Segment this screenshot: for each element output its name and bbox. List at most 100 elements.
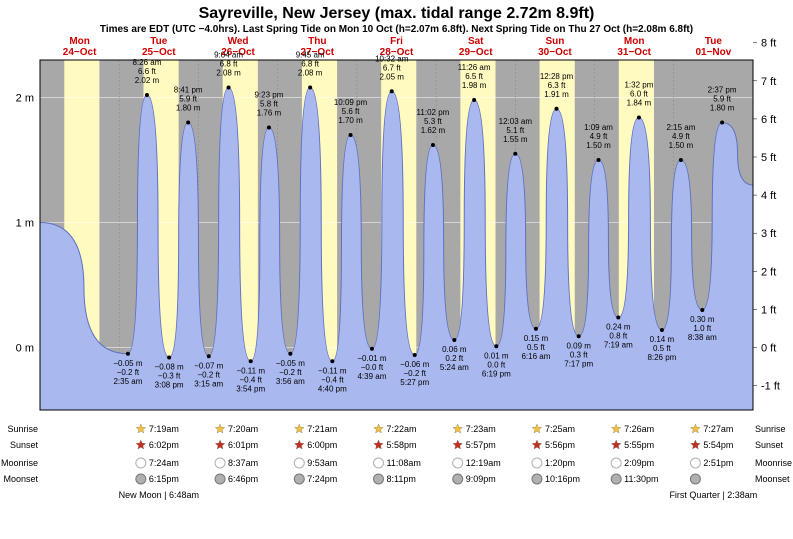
- high-tide-label: 5.9 ft: [713, 95, 732, 104]
- day-date: 31−Oct: [617, 47, 651, 58]
- high-tide-label: 6.8 ft: [220, 60, 239, 69]
- low-tide-label: −0.07 m: [194, 361, 223, 370]
- day-date: 24−Oct: [63, 47, 97, 58]
- sunrise-icon: [374, 424, 384, 433]
- sunset-row-label-right: Sunset: [755, 440, 784, 450]
- sunrise-icon: [691, 424, 701, 433]
- sunrise-time: 7:21am: [307, 424, 337, 434]
- moonrise-time: 2:51pm: [703, 458, 733, 468]
- low-tide-label: −0.08 m: [155, 363, 184, 372]
- high-tide-label: 4.9 ft: [672, 132, 691, 141]
- low-tide-label: 0.30 m: [690, 315, 715, 324]
- low-tide-label: 4:40 pm: [318, 384, 347, 393]
- y-right-tick: 2 ft: [761, 266, 776, 278]
- y-right-tick: 3 ft: [761, 228, 776, 240]
- moonset-icon: [611, 474, 621, 484]
- tide-point: [577, 334, 581, 338]
- tide-area: [40, 88, 753, 411]
- high-tide-label: 1.84 m: [627, 99, 652, 108]
- low-tide-label: −0.01 m: [357, 354, 386, 363]
- tide-point: [700, 308, 704, 312]
- moonrise-icon: [690, 458, 700, 468]
- high-tide-label: 1.98 m: [462, 81, 487, 90]
- moonrise-icon: [611, 458, 621, 468]
- low-tide-label: 3:08 pm: [155, 381, 184, 390]
- moonset-time: 6:46pm: [228, 474, 258, 484]
- sunrise-time: 7:26am: [624, 424, 654, 434]
- sunrise-time: 7:19am: [149, 424, 179, 434]
- low-tide-label: −0.11 m: [236, 366, 265, 375]
- sunset-time: 5:55pm: [624, 440, 654, 450]
- moonset-icon: [294, 474, 304, 484]
- y-right-tick: 7 ft: [761, 76, 776, 88]
- y-left-tick: 2 m: [16, 93, 34, 105]
- high-tide-label: 1.80 m: [710, 104, 735, 113]
- low-tide-label: −0.11 m: [318, 366, 347, 375]
- high-tide-label: 8:41 pm: [174, 86, 203, 95]
- low-tide-label: 3:54 pm: [236, 384, 265, 393]
- high-tide-label: 11:26 am: [458, 63, 491, 72]
- moonset-row-label-right: Moonset: [755, 474, 790, 484]
- sunrise-row-label: Sunrise: [7, 424, 38, 434]
- tide-point: [126, 352, 130, 356]
- moonset-time: 9:09pm: [466, 474, 496, 484]
- tide-point: [167, 356, 171, 360]
- tide-point: [186, 121, 190, 125]
- tide-point: [267, 126, 271, 130]
- high-tide-label: 5.8 ft: [260, 100, 279, 109]
- sunrise-time: 7:23am: [466, 424, 496, 434]
- sunset-time: 5:54pm: [703, 440, 733, 450]
- sunset-time: 5:58pm: [387, 440, 417, 450]
- sunset-row-label: Sunset: [10, 440, 39, 450]
- sunrise-icon: [136, 424, 146, 433]
- moonrise-icon: [136, 458, 146, 468]
- low-tide-label: −0.4 ft: [239, 375, 262, 384]
- sunset-icon: [611, 440, 621, 449]
- high-tide-label: 1.50 m: [669, 141, 694, 150]
- high-tide-label: 2:15 am: [666, 123, 695, 132]
- sunrise-time: 7:25am: [545, 424, 575, 434]
- low-tide-label: 7:17 pm: [564, 359, 593, 368]
- low-tide-label: 0.15 m: [524, 334, 549, 343]
- tide-chart: Sayreville, New Jersey (max. tidal range…: [0, 0, 793, 539]
- moonset-icon: [215, 474, 225, 484]
- low-tide-label: 0.14 m: [650, 335, 675, 344]
- low-tide-label: 4:39 am: [357, 372, 386, 381]
- low-tide-label: 3:56 am: [276, 377, 305, 386]
- sunrise-icon: [532, 424, 542, 433]
- day-dow: Tue: [150, 36, 167, 47]
- moonrise-icon: [294, 458, 304, 468]
- low-tide-label: 5:24 am: [440, 363, 469, 372]
- moon-phase-label: New Moon | 6:48am: [119, 490, 199, 500]
- low-tide-label: 7:19 am: [604, 341, 633, 350]
- tide-point: [330, 359, 334, 363]
- tide-point: [555, 107, 559, 111]
- tide-point: [288, 352, 292, 356]
- high-tide-label: 2.08 m: [216, 69, 241, 78]
- low-tide-label: 1.0 ft: [693, 324, 712, 333]
- tide-point: [720, 121, 724, 125]
- tide-point: [452, 338, 456, 342]
- tide-point: [349, 133, 353, 137]
- moonset-icon: [374, 474, 384, 484]
- moonset-time: 8:11pm: [387, 474, 416, 484]
- high-tide-label: 11:02 pm: [417, 108, 450, 117]
- high-tide-label: 1:09 am: [584, 123, 613, 132]
- tide-point: [513, 152, 517, 156]
- moonrise-row-label-right: Moonrise: [755, 458, 792, 468]
- chart-title: Sayreville, New Jersey (max. tidal range…: [199, 5, 595, 22]
- sunset-icon: [374, 440, 384, 449]
- moonrise-time: 11:08am: [387, 458, 421, 468]
- day-dow: Wed: [228, 36, 249, 47]
- low-tide-label: 2:35 am: [113, 377, 142, 386]
- sunset-icon: [453, 440, 463, 449]
- moonset-time: 7:24pm: [307, 474, 337, 484]
- moonrise-icon: [374, 458, 384, 468]
- tide-point: [249, 359, 253, 363]
- y-right-tick: 1 ft: [761, 304, 776, 316]
- tide-point: [660, 328, 664, 332]
- tide-point: [494, 344, 498, 348]
- low-tide-label: 0.8 ft: [609, 332, 628, 341]
- low-tide-label: 6:19 pm: [482, 369, 511, 378]
- high-tide-label: 4.9 ft: [590, 132, 609, 141]
